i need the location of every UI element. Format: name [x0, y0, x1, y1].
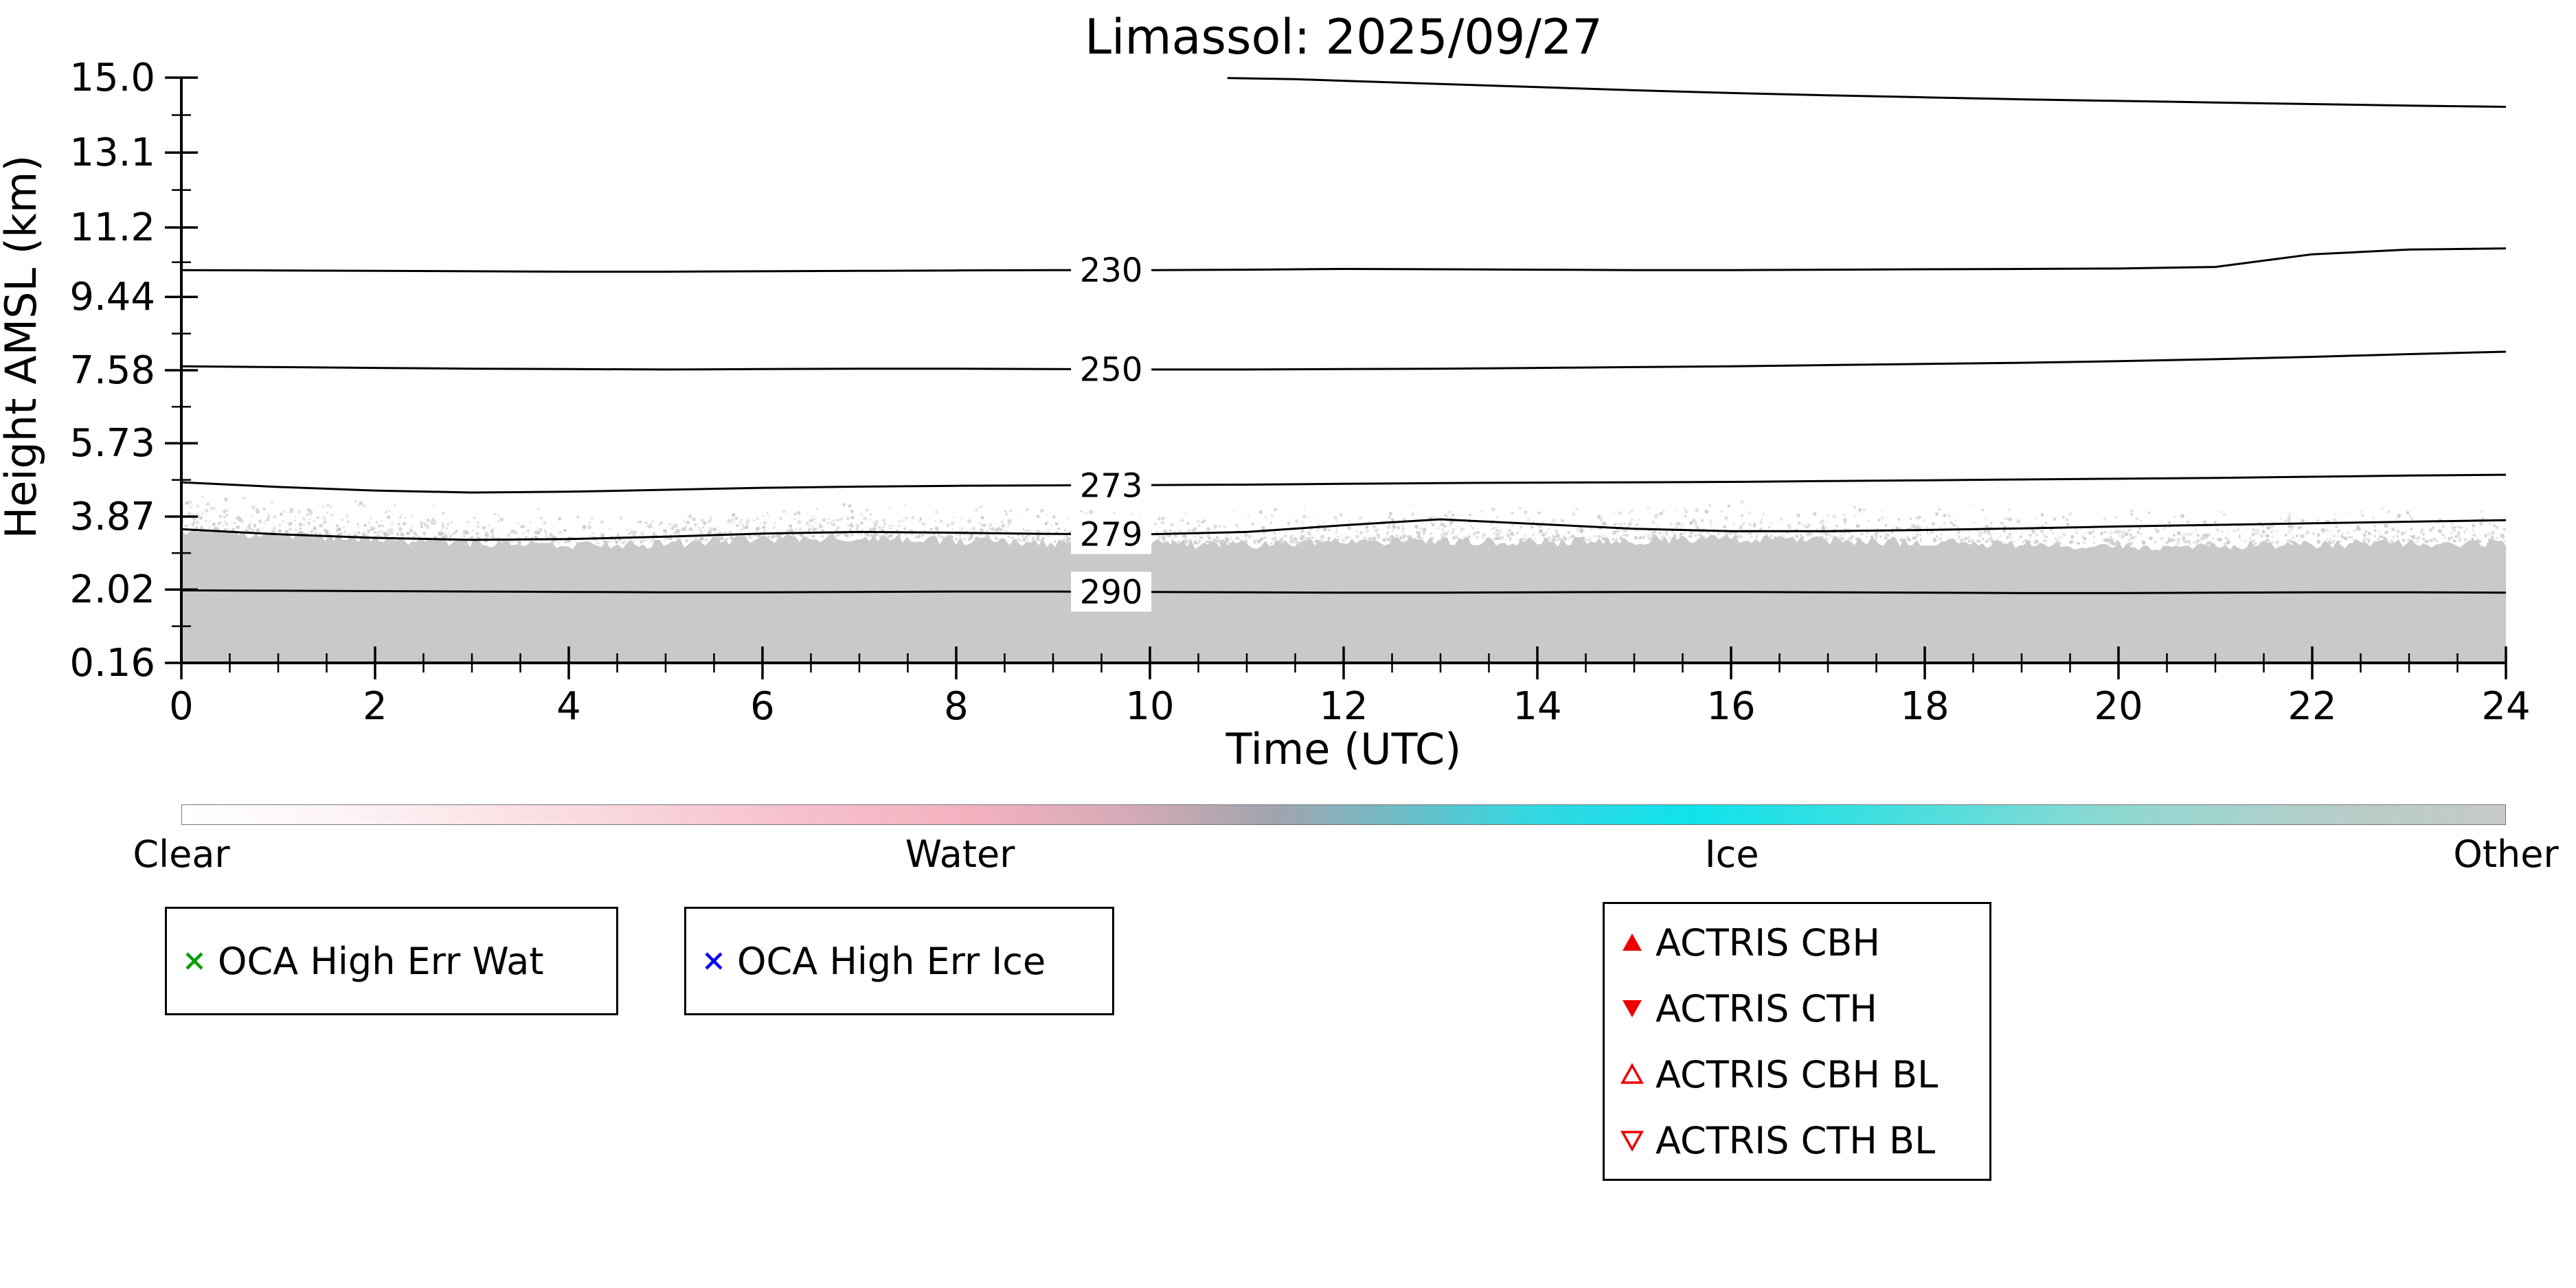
cloud-mask-region [181, 528, 2506, 663]
colorbar-label: Clear [133, 833, 230, 876]
x-tick-label: 16 [1706, 684, 1755, 729]
x-axis-label: Time (UTC) [1225, 724, 1462, 774]
legend-label: ACTRIS CTH [1656, 986, 1877, 1030]
y-axis-label: Height AMSL (km) [0, 155, 46, 539]
y-tick-label: 0.16 [69, 641, 155, 686]
x-tick-label: 24 [2481, 684, 2530, 729]
triangle-up-filled-icon [1623, 934, 1642, 951]
x-tick-label: 20 [2094, 684, 2143, 729]
chart-title: Limassol: 2025/09/27 [1085, 9, 1603, 65]
contour-label-bg [1071, 514, 1152, 554]
legend-item: OCA High Err Ice [701, 928, 1112, 994]
x-tick-label: 22 [2287, 684, 2336, 729]
y-tick-label: 15.0 [69, 56, 155, 100]
legend-oca-high-err-wat: OCA High Err Wat [165, 907, 618, 1015]
legend-actris: ACTRIS CBH ACTRIS CTH ACTRIS CBH BL ACTR… [1603, 902, 1991, 1181]
legend-label: ACTRIS CBH [1656, 920, 1880, 964]
legend-label: ACTRIS CTH BL [1656, 1118, 1936, 1162]
contour-layer [181, 77, 2507, 594]
x-tick-label: 0 [169, 684, 194, 729]
triangle-down-open-icon [1620, 1131, 1644, 1152]
x-marker-icon [705, 952, 723, 970]
y-tick-label: 13.1 [69, 131, 155, 175]
contour-label-bg [1071, 250, 1152, 291]
legend-label: ACTRIS CBH BL [1656, 1052, 1939, 1096]
legend-oca-high-err-ice: OCA High Err Ice [684, 907, 1114, 1015]
contour-line-290 [181, 589, 2507, 594]
legend-item: ACTRIS CTH [1620, 975, 1989, 1041]
y-tick-label: 5.73 [69, 421, 155, 466]
x-tick-label: 18 [1900, 684, 1949, 729]
contour-label-bg [1071, 465, 1152, 506]
y-tick-label: 9.44 [69, 275, 155, 319]
colorbar-label: Ice [1704, 833, 1759, 876]
x-marker-icon [185, 952, 203, 970]
colorbar-label: Other [2453, 833, 2559, 876]
legend-label: OCA High Err Ice [737, 939, 1046, 983]
x-tick-label: 14 [1513, 684, 1561, 729]
colorbar-labels: Clear Water Ice Other [133, 833, 2558, 881]
contour-line-230 [181, 247, 2507, 273]
legend-label: OCA High Err Wat [218, 939, 544, 983]
x-tick-label: 2 [363, 684, 387, 729]
triangle-down-filled-icon [1623, 1000, 1642, 1017]
contour-label-layer: 230 250 273 279 290 [1071, 250, 1152, 612]
contour-label: 290 [1080, 573, 1143, 611]
contour-label-bg [1071, 572, 1152, 612]
cloud-layer [181, 495, 2506, 663]
contour-label: 250 [1080, 351, 1143, 389]
legend-item: ACTRIS CBH [1620, 909, 1989, 975]
legend-item: ACTRIS CTH BL [1620, 1107, 1989, 1173]
x-tick-label: 12 [1319, 684, 1368, 729]
x-tick-label: 10 [1125, 684, 1174, 729]
contour-line-279 [181, 518, 2507, 541]
classification-colorbar [181, 804, 2506, 825]
x-tick-label: 8 [944, 684, 969, 729]
triangle-up-open-icon [1620, 1063, 1644, 1084]
contour-label: 230 [1080, 251, 1143, 290]
legend-item: ACTRIS CBH BL [1620, 1041, 1989, 1107]
x-tick-label: 4 [556, 684, 581, 729]
axes-layer: 15.013.111.29.447.585.733.872.020.160 2 4 6… [69, 56, 2530, 729]
contour-label-bg [1071, 349, 1152, 389]
contour-label: 273 [1080, 466, 1143, 505]
y-tick-label: 7.58 [69, 348, 155, 393]
contour-line-273 [181, 473, 2507, 494]
contour-label: 279 [1080, 516, 1143, 554]
y-tick-label: 11.2 [69, 205, 155, 250]
cloud-speckle [181, 495, 2506, 547]
temperature-contour-chart: 15.013.111.29.447.585.733.872.020.160 2 4 6… [0, 9, 2531, 774]
contour-line-upper [1227, 77, 2507, 108]
contour-line-250 [181, 350, 2507, 371]
x-tick-label: 6 [750, 684, 775, 729]
y-tick-label: 3.87 [69, 495, 155, 539]
colorbar-label: Water [905, 833, 1015, 876]
legend-item: OCA High Err Wat [182, 928, 616, 994]
y-tick-label: 2.02 [69, 567, 155, 612]
